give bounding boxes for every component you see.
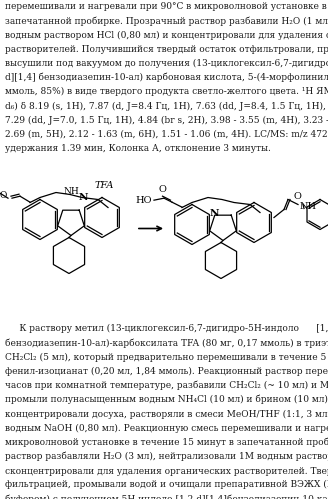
Text: фенил-изоцианат (0,20 мл, 1,84 ммоль). Реакционный раствор перемешивали в течени: фенил-изоцианат (0,20 мл, 1,84 ммоль). Р…: [5, 367, 328, 376]
Text: промыли полунасыщенным водным NH₄Cl (10 мл) и брином (10 мл). Органическую фазу: промыли полунасыщенным водным NH₄Cl (10 …: [5, 395, 328, 405]
Text: высушили под вакуумом до получения (13-циклогексил-6,7-дигидро-5H-индоло [1,2-: высушили под вакуумом до получения (13-ц…: [5, 59, 328, 68]
Text: концентрировали досуха, растворяли в смеси MeOH/THF (1:1, 3 мл) и обрабатывали 1: концентрировали досуха, растворяли в сме…: [5, 409, 328, 419]
Text: запечатанной пробирке. Прозрачный раствор разбавили H₂O (1 мл), нейтрализовали 1: запечатанной пробирке. Прозрачный раство…: [5, 16, 328, 26]
Text: 2.69 (m, 5H), 2.12 - 1.63 (m, 6H), 1.51 - 1.06 (m, 4H). LC/MS: m/z 472 (M-H)⁻, в: 2.69 (m, 5H), 2.12 - 1.63 (m, 6H), 1.51 …: [5, 130, 328, 139]
Text: ммоль, 85%) в виде твердого продукта светло-желтого цвета. ¹H ЯМР (300 МГц, DMSO: ммоль, 85%) в виде твердого продукта све…: [5, 87, 328, 96]
Text: 7.29 (dd, J=7.0, 1.5 Гц, 1H), 4.84 (br s, 2H), 3.98 - 3.55 (m, 4H), 3.23 - 3.05 : 7.29 (dd, J=7.0, 1.5 Гц, 1H), 4.84 (br s…: [5, 116, 328, 125]
Text: O: O: [293, 192, 301, 201]
Text: раствор разбавляли H₂O (3 мл), нейтрализовали 1М водным раствором HCl (0,80 мл) : раствор разбавляли H₂O (3 мл), нейтрализ…: [5, 452, 328, 461]
Text: сконцентрировали для удаления органических растворителей. Твердый осадок собирал: сконцентрировали для удаления органическ…: [5, 466, 328, 476]
Text: буфером) с получением 5H-индоло-[1,2-d][1,4]бензодиазепин-10-карбоновой кислоты,: буфером) с получением 5H-индоло-[1,2-d][…: [5, 495, 328, 499]
Text: d][1,4] бензодиазепин-10-ал) карбоновая кислота, 5-(4-морфолинилкарбонил) (21 мг: d][1,4] бензодиазепин-10-ал) карбоновая …: [5, 73, 328, 82]
Text: CH₂Cl₂ (5 мл), который предварительно перемешивали в течение 5 минут, добавила: CH₂Cl₂ (5 мл), который предварительно пе…: [5, 352, 328, 362]
Text: часов при комнатной температуре, разбавили CH₂Cl₂ (~ 10 мл) и MeOH (~ 2 мл) и: часов при комнатной температуре, разбави…: [5, 381, 328, 390]
Text: N: N: [209, 209, 219, 218]
Text: TFA: TFA: [94, 181, 114, 190]
Text: N: N: [79, 193, 88, 202]
Text: NH: NH: [300, 202, 317, 211]
Text: К раствору метил (13-циклогексил-6,7-дигидро-5Н-индоло      [1,2-d][1,4]: К раствору метил (13-циклогексил-6,7-диг…: [5, 324, 328, 333]
Text: водным раствором HCl (0,80 мл) и концентрировали для удаления органических: водным раствором HCl (0,80 мл) и концент…: [5, 30, 328, 39]
Text: микроволновой установке в течение 15 минут в запечатанной пробирке. Прозрачный: микроволновой установке в течение 15 мин…: [5, 438, 328, 447]
Text: d₆) δ 8.19 (s, 1H), 7.87 (d, J=8.4 Гц, 1H), 7.63 (dd, J=8.4, 1.5 Гц, 1H), 7.60 -: d₆) δ 8.19 (s, 1H), 7.87 (d, J=8.4 Гц, 1…: [5, 101, 328, 110]
Text: HO: HO: [135, 196, 152, 205]
Text: водным NaOH (0,80 мл). Реакционную смесь перемешивали и нагревали при 80°C в: водным NaOH (0,80 мл). Реакционную смесь…: [5, 423, 328, 433]
Text: растворителей. Получившийся твердый остаток отфильтровали, промыли водой и: растворителей. Получившийся твердый оста…: [5, 44, 328, 53]
Text: фильтрацией, промывали водой и очищали препаративной ВЭЖХ (MeOH/H₂O с NH₄OAc: фильтрацией, промывали водой и очищали п…: [5, 480, 328, 490]
Text: O: O: [0, 191, 7, 200]
Text: удержания 1.39 мин, Колонка А, отклонение 3 минуты.: удержания 1.39 мин, Колонка А, отклонени…: [5, 144, 271, 153]
Text: бензодиазепин-10-ал)-карбоксилата TFA (80 мг, 0,17 ммоль) в триэтиламине (0,20 м: бензодиазепин-10-ал)-карбоксилата TFA (8…: [5, 338, 328, 348]
Text: NH: NH: [63, 187, 79, 196]
Text: перемешивали и нагревали при 90°C в микроволновой установке в течение 15 минут в: перемешивали и нагревали при 90°C в микр…: [5, 2, 328, 11]
Text: O: O: [158, 185, 166, 194]
